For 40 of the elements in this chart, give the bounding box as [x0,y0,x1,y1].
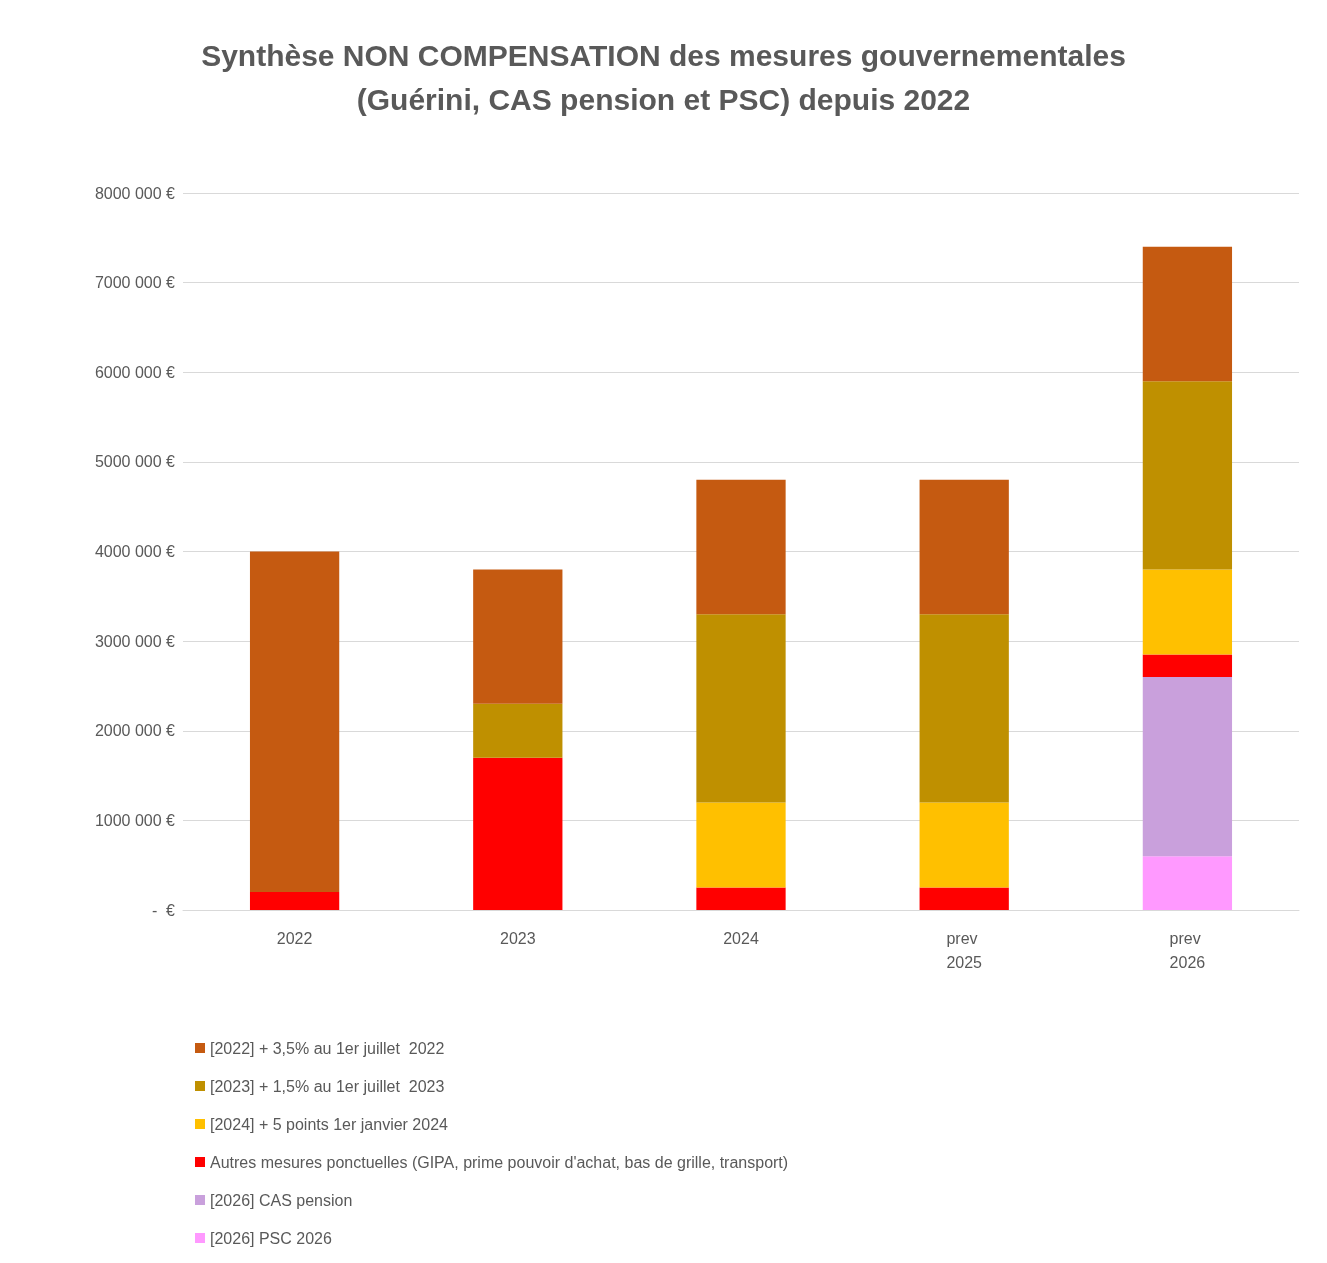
bar [249,551,340,893]
bar [1142,856,1233,910]
bar [473,569,563,704]
x-tick-label: 2022 [276,929,313,947]
bar [696,479,786,615]
bar [473,757,563,910]
chart-title: Synthèse NON COMPENSATION des mesures gouvernementales (Guérini, CAS pension et PSC) depuis 2022 [201,38,1126,116]
y-tick-label: 3000 000 € [94,632,176,650]
x-tick-label: 2024 [723,929,759,947]
bar [919,614,1009,803]
bar [249,892,340,910]
y-tick-label: 5000 000 € [94,453,176,471]
x-tick-label: prev 2026 [1169,929,1206,971]
legend-label: [2022] + 3,5% au 1er juillet 2022 [210,1039,445,1057]
bar [696,614,786,803]
bar [919,887,1009,910]
bar [696,887,786,910]
x-tick-label: 2023 [500,929,536,947]
legend-label: Autres mesures ponctuelles (GIPA, prime pouvoir d'achat, bas de grille, transport) [210,1153,789,1171]
bar [1142,654,1233,677]
legend-label: [2024] + 5 points 1er janvier 2024 [210,1115,449,1133]
y-tick-label: 2000 000 € [94,722,176,740]
bar [1142,676,1233,857]
bar [1142,381,1233,570]
y-tick-label: 8000 000 € [94,184,176,202]
y-tick-label: 6000 000 € [94,363,176,381]
bar [1142,569,1233,655]
x-tick-label: prev 2025 [946,929,983,971]
bar [696,802,786,888]
y-tick-label: 1000 000 € [94,811,176,829]
legend-label: [2026] CAS pension [210,1191,353,1209]
legend-label: [2026] PSC 2026 [210,1229,332,1247]
bar [473,703,563,758]
legend-label: [2023] + 1,5% au 1er juillet 2023 [210,1077,445,1095]
bar [919,479,1009,615]
y-tick-label: 4000 000 € [94,543,176,560]
y-tick-label: - € [151,901,176,919]
y-tick-label: 7000 000 € [94,274,176,292]
bar [919,802,1009,888]
bar [1142,246,1233,382]
